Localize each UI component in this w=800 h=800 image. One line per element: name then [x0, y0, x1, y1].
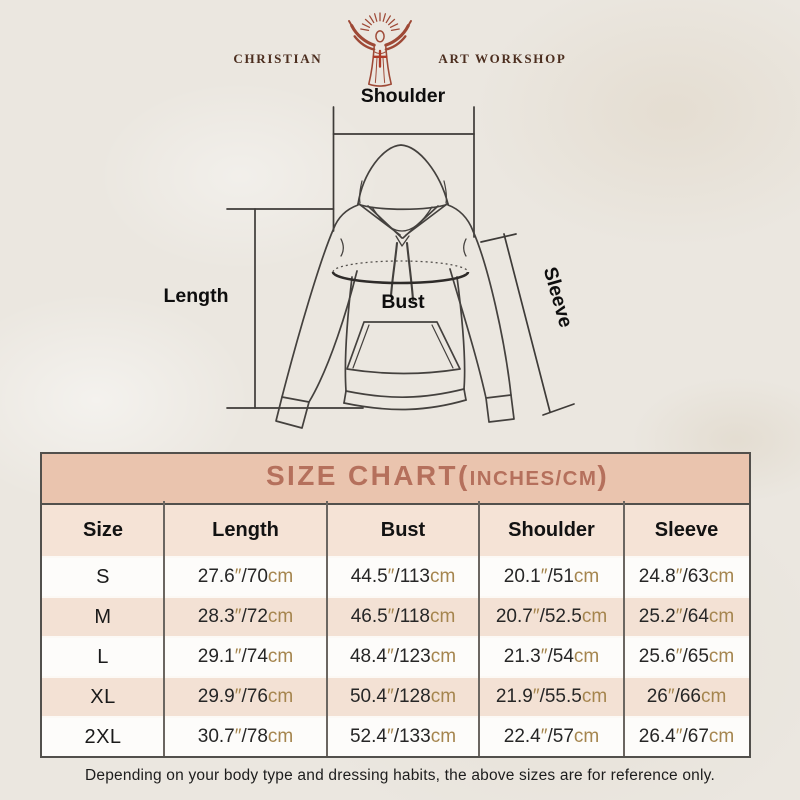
table-row: 2XL 30.7 ″/78 cm 52.4 ″/133 cm 22.4 ″/57 cm 26… [42, 716, 749, 756]
column-divider [623, 501, 625, 756]
cross-icon [372, 49, 388, 68]
shoulder-label: Shoulder [361, 85, 446, 107]
length-label: Length [164, 285, 229, 307]
size-chart-table: SIZE CHART(INCHES/CM) Size Length Bust S… [40, 452, 751, 758]
measurement-cell-length: 29.1 ″/74 cm [197, 646, 294, 667]
jesus-figure-icon [348, 12, 413, 87]
brand-name-right: ART WORKSHOP [438, 51, 567, 66]
figure-robe [368, 46, 393, 87]
table-row: XL 29.9 ″/76 cm 50.4 ″/128 cm 21.9 ″/55.5 cm 2… [42, 676, 749, 716]
size-cell: 2XL [84, 725, 122, 748]
title-paren-close: ) [597, 460, 610, 491]
title-main: SIZE CHART [265, 460, 458, 491]
size-cell: XL [90, 685, 116, 708]
column-header-bust: Bust [380, 519, 426, 541]
column-divider [478, 501, 480, 756]
figure-arm-drape [353, 35, 407, 51]
measurement-cell-bust: 44.5 ″/113 cm [350, 566, 456, 587]
column-divider [163, 501, 165, 756]
measurement-cell-bust: 46.5 ″/118 cm [350, 606, 456, 627]
halo-rays [360, 12, 401, 32]
measurement-cell-length: 30.7 ″/78 cm [197, 726, 294, 747]
measurement-cell-shoulder: 20.7 ″/52.5 cm [495, 606, 608, 627]
measurement-cell-length: 29.9 ″/76 cm [197, 686, 294, 707]
figure-head [375, 30, 386, 43]
bust-label: Bust [381, 291, 425, 313]
title-units: INCHES/CM [469, 467, 598, 490]
measurement-cell-shoulder: 22.4 ″/57 cm [503, 726, 600, 747]
bust-line [331, 260, 470, 285]
measurement-lines [226, 106, 575, 416]
sleeve-label: Sleeve [539, 265, 577, 331]
column-header-size: Size [82, 519, 124, 541]
table-row: M 28.3 ″/72 cm 46.5 ″/118 cm 20.7 ″/52.5 cm 25… [42, 596, 749, 636]
measurement-cell-length: 28.3 ″/72 cm [197, 606, 294, 627]
size-chart-title: SIZE CHART(INCHES/CM) [42, 454, 749, 505]
figure-arms [350, 24, 411, 47]
measurement-cell-bust: 50.4 ″/128 cm [349, 686, 457, 707]
measurement-cell-sleeve: 24.8 ″/63 cm [638, 566, 735, 587]
column-header-sleeve: Sleeve [654, 519, 719, 541]
size-cell: M [94, 605, 112, 628]
table-header-row: Size Length Bust Shoulder Sleeve [42, 505, 749, 558]
table-row: L 29.1 ″/74 cm 48.4 ″/123 cm 21.3 ″/54 cm 25.6… [42, 636, 749, 676]
table-row: S 27.6 ″/70 cm 44.5 ″/113 cm 20.1 ″/51 cm 24.8… [42, 558, 749, 596]
measurement-cell-bust: 52.4 ″/133 cm [349, 726, 457, 747]
brand-name-left: CHRISTIAN [233, 51, 323, 66]
measurement-cell-sleeve: 26.4 ″/67 cm [638, 726, 735, 747]
measurement-cell-sleeve: 25.2 ″/64 cm [638, 606, 735, 627]
size-cell: L [97, 645, 109, 668]
measurement-cell-shoulder: 21.9 ″/55.5 cm [495, 686, 608, 707]
measurement-cell-shoulder: 20.1 ″/51 cm [503, 566, 600, 587]
brand-logo: CHRISTIAN ART WORKSHOP [0, 12, 800, 88]
measurement-cell-shoulder: 21.3 ″/54 cm [503, 646, 600, 667]
measurement-cell-bust: 48.4 ″/123 cm [349, 646, 457, 667]
measurement-cell-sleeve: 25.6 ″/65 cm [638, 646, 735, 667]
column-header-shoulder: Shoulder [508, 519, 595, 541]
title-paren-open: ( [457, 460, 470, 491]
column-divider [326, 501, 328, 756]
hoodie-measurement-diagram: Shoulder Length Bust Sleeve [164, 85, 577, 429]
measurement-cell-sleeve: 26 ″/66 cm [646, 686, 727, 707]
figure-hands [348, 19, 413, 27]
footer-note: Depending on your body type and dressing… [85, 767, 715, 784]
size-cell: S [96, 565, 110, 588]
measurement-cell-length: 27.6 ″/70 cm [197, 566, 294, 587]
column-header-length: Length [212, 519, 279, 541]
hoodie-outline [275, 144, 515, 429]
